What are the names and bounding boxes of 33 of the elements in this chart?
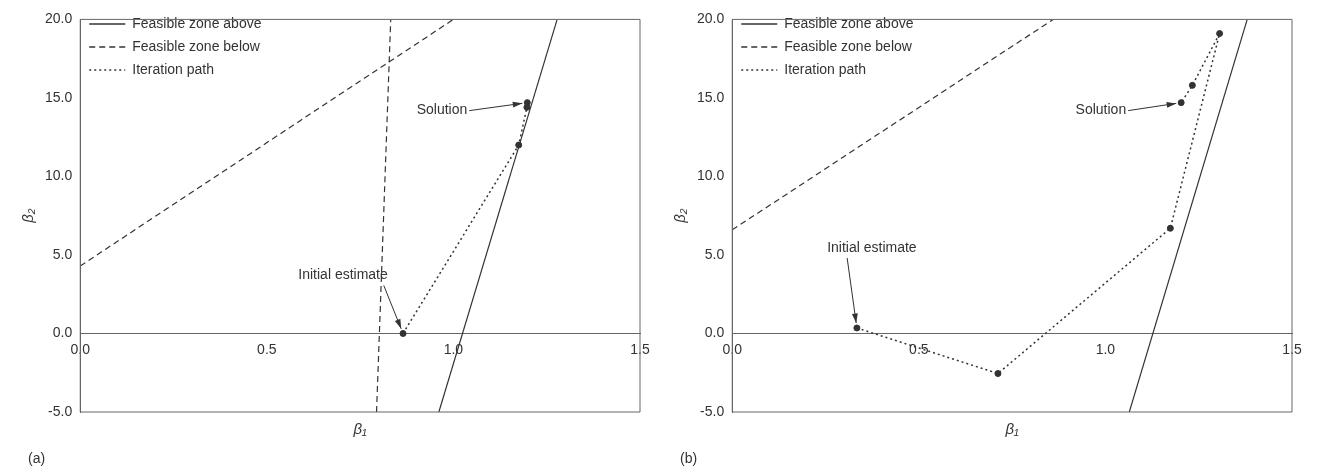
text: (a)	[28, 449, 46, 466]
y-tick-label: 0.0	[704, 324, 725, 341]
y-tick-label: 15.0	[697, 88, 725, 105]
y-tick-label: 0.0	[52, 324, 73, 341]
y-tick-label: -5.0	[700, 402, 725, 419]
legend-label: Feasible zone above	[132, 14, 262, 31]
y-tick-label: 10.0	[697, 167, 725, 184]
legend-label: Feasible zone below	[784, 37, 913, 54]
y-tick-label: 5.0	[704, 245, 725, 262]
legend-label: Feasible zone below	[132, 37, 261, 54]
annotation: Solution	[416, 101, 468, 118]
y-tick-label: 20.0	[45, 10, 73, 27]
x-axis-title: β₁	[1004, 419, 1020, 437]
y-tick-label: 10.0	[45, 167, 73, 184]
y-tick-label: 15.0	[45, 88, 73, 105]
y-tick-label: 20.0	[697, 10, 725, 27]
legend-label: Iteration path	[784, 60, 866, 77]
x-axis-title: β₁	[352, 419, 368, 437]
annotation: Initial estimate	[827, 238, 917, 255]
legend-label: Iteration path	[132, 60, 214, 77]
text: (b)	[680, 449, 698, 466]
y-axis-title: β₂	[19, 208, 37, 224]
y-tick-label: 5.0	[52, 245, 73, 262]
x-tick-label: 1.5	[630, 340, 650, 357]
annotation: Solution	[1075, 101, 1127, 118]
x-tick-label: 1.0	[1095, 340, 1116, 357]
y-tick-label: -5.0	[48, 402, 73, 419]
legend-label: Feasible zone above	[784, 14, 914, 31]
x-tick-label: 0.5	[257, 340, 277, 357]
x-tick-label: 1.5	[1282, 340, 1302, 357]
y-axis-title: β₂	[671, 208, 689, 224]
annotation: Initial estimate	[298, 266, 388, 283]
x-tick-label: 0.5	[909, 340, 929, 357]
